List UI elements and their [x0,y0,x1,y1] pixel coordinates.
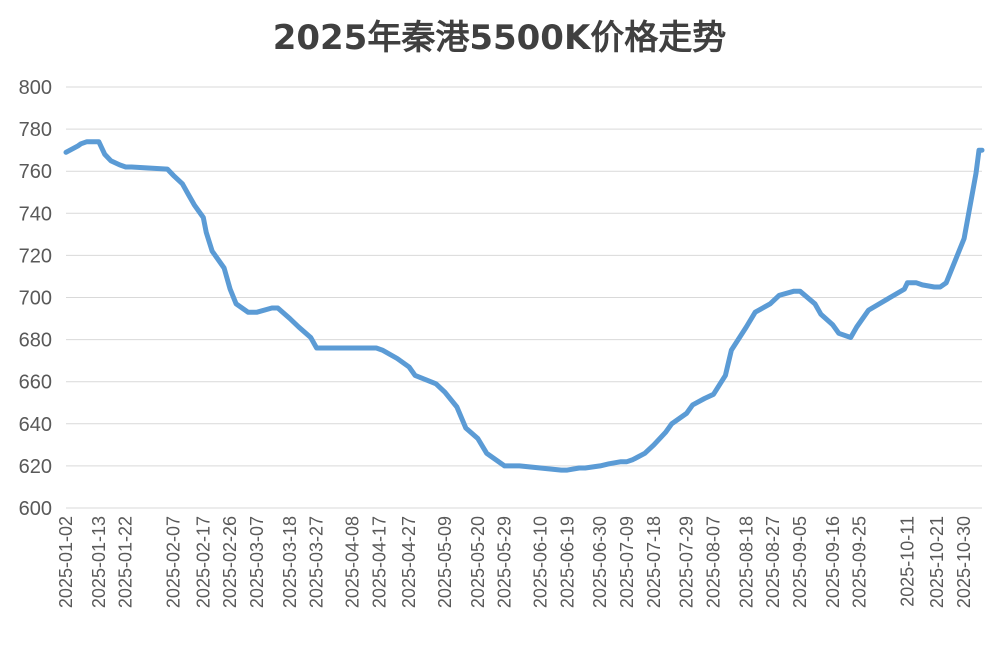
x-tick-label: 2025-02-26 [220,516,240,608]
y-tick-label: 700 [19,288,52,310]
x-tick-label: 2025-04-17 [369,516,389,608]
chart-title: 2025年秦港5500K价格走势 [272,18,727,58]
y-tick-label: 760 [19,161,52,183]
x-tick-label: 2025-01-22 [116,516,136,608]
y-tick-label: 780 [19,119,52,141]
x-tick-label: 2025-07-18 [644,516,664,608]
x-tick-label: 2025-01-13 [89,516,109,608]
x-tick-label: 2025-09-05 [790,516,810,608]
x-tick-label: 2025-10-21 [927,516,947,608]
x-tick-label: 2025-08-18 [736,516,756,608]
x-tick-label: 2025-03-18 [280,516,300,608]
x-tick-label: 2025-08-07 [703,516,723,608]
y-tick-label: 680 [19,330,52,352]
y-tick-label: 740 [19,203,52,225]
x-tick-label: 2025-10-30 [954,516,974,608]
x-tick-label: 2025-04-08 [342,516,362,608]
x-tick-label: 2025-05-29 [495,516,515,608]
y-axis-tick-labels: 600 620 640 660 680 700 720 740 760 780 800 [19,77,52,520]
x-tick-label: 2025-08-27 [763,516,783,608]
x-tick-label: 2025-06-10 [530,516,550,608]
y-tick-label: 720 [19,245,52,267]
y-tick-label: 660 [19,372,52,394]
x-tick-label: 2025-09-25 [850,516,870,608]
y-tick-label: 600 [19,498,52,520]
price-series-line [63,139,985,473]
x-tick-label: 2025-02-17 [193,516,213,608]
x-tick-label: 2025-10-11 [897,516,917,607]
x-tick-label: 2025-06-30 [590,516,610,608]
x-tick-label: 2025-03-27 [307,516,327,608]
x-tick-label: 2025-05-09 [435,516,455,608]
x-axis-tick-labels: 2025-01-02 2025-01-13 2025-01-22 2025-02-07… [56,516,974,608]
x-tick-label: 2025-07-09 [617,516,637,608]
y-tick-label: 800 [19,77,52,99]
x-tick-label: 2025-02-07 [163,516,183,608]
x-tick-label: 2025-06-19 [557,516,577,608]
x-tick-label: 2025-05-20 [468,516,488,608]
series-layer [63,139,985,473]
x-tick-label: 2025-04-27 [399,516,419,608]
y-tick-label: 640 [19,414,52,436]
gridlines [66,86,982,509]
y-tick-label: 620 [19,456,52,478]
x-tick-label: 2025-09-16 [823,516,843,608]
x-tick-label: 2025-01-02 [56,516,76,608]
x-tick-label: 2025-03-07 [247,516,267,608]
x-tick-label: 2025-07-29 [677,516,697,608]
